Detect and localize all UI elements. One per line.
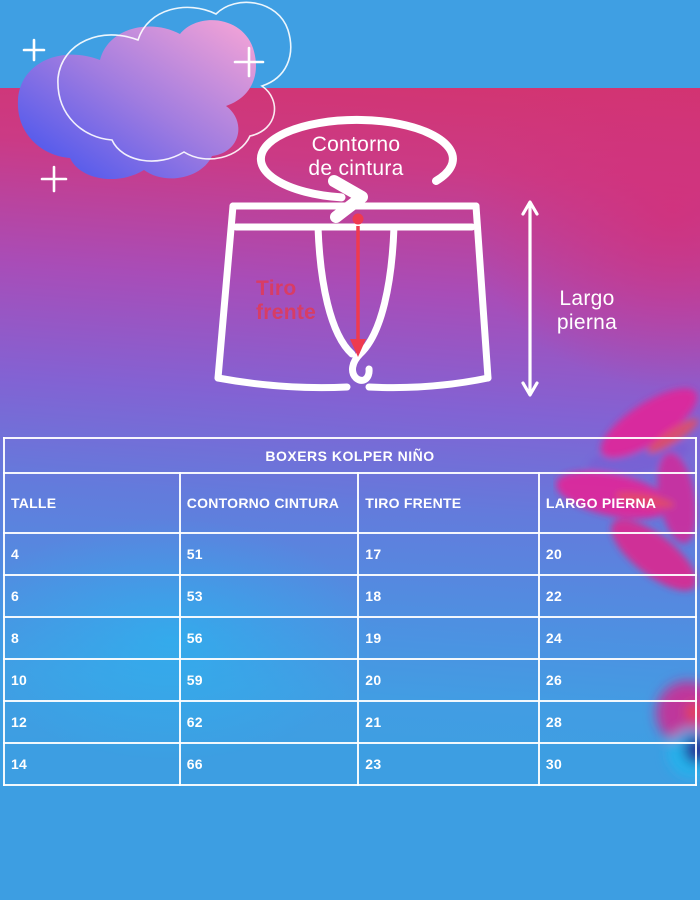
size-table: BOXERS KOLPER NIÑO TALLE CONTORNO CINTUR… — [3, 437, 698, 786]
table-cell: 24 — [537, 616, 698, 660]
table-row: 14 66 23 30 — [3, 742, 698, 786]
table-cell: 28 — [537, 700, 698, 744]
table-row: 12 62 21 28 — [3, 700, 698, 744]
table-row: 6 53 18 22 — [3, 574, 698, 618]
table-cell: 10 — [3, 658, 181, 702]
table-row: 4 51 17 20 — [3, 532, 698, 576]
waist-label: Contorno de cintura — [308, 133, 404, 180]
column-header-talle: TALLE — [3, 472, 181, 534]
table-cell: 23 — [357, 742, 540, 786]
table-cell: 20 — [357, 658, 540, 702]
gradient-blob-icon — [17, 1, 292, 193]
table-row: 10 59 20 26 — [3, 658, 698, 702]
table-cell: 51 — [178, 532, 360, 576]
table-cell: 26 — [537, 658, 698, 702]
table-title: BOXERS KOLPER NIÑO — [3, 437, 697, 474]
table-cell: 22 — [537, 574, 698, 618]
table-cell: 20 — [537, 532, 698, 576]
table-cell: 12 — [3, 700, 181, 744]
table-cell: 14 — [3, 742, 181, 786]
table-cell: 66 — [178, 742, 360, 786]
table-cell: 21 — [357, 700, 540, 744]
table-cell: 59 — [178, 658, 360, 702]
table-cell: 19 — [357, 616, 540, 660]
table-cell: 30 — [537, 742, 698, 786]
table-cell: 53 — [178, 574, 360, 618]
column-header-contorno-cintura: CONTORNO CINTURA — [178, 472, 360, 534]
plus-sparkle-icon — [22, 38, 265, 193]
table-cell: 8 — [3, 616, 181, 660]
table-title-row: BOXERS KOLPER NIÑO — [3, 437, 697, 474]
table-cell: 6 — [3, 574, 181, 618]
table-cell: 17 — [357, 532, 540, 576]
table-cell: 62 — [178, 700, 360, 744]
table-cell: 18 — [357, 574, 540, 618]
table-row: 8 56 19 24 — [3, 616, 698, 660]
table-cell: 4 — [3, 532, 181, 576]
column-header-tiro-frente: TIRO FRENTE — [357, 472, 540, 534]
table-cell: 56 — [178, 616, 360, 660]
column-header-largo-pierna: LARGO PIERNA — [537, 472, 698, 534]
table-header-row: TALLE CONTORNO CINTURA TIRO FRENTE LARGO… — [3, 472, 698, 534]
rise-label: Tiro frente — [256, 277, 317, 324]
leg-length-label: Largo pierna — [556, 287, 618, 334]
